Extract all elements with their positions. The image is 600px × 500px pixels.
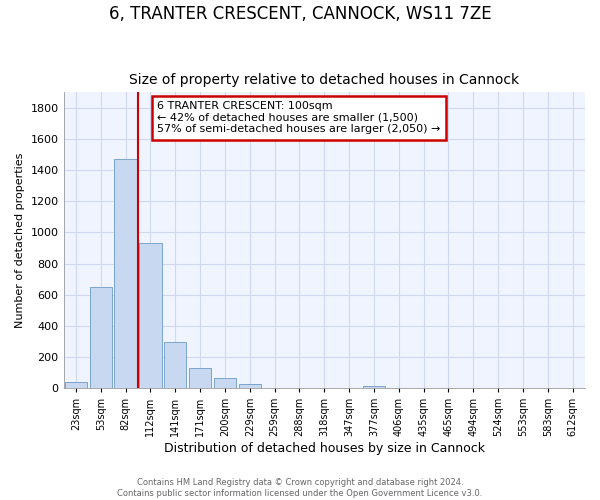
Bar: [164, 342, 187, 388]
Bar: [363, 386, 385, 388]
Bar: [239, 384, 261, 388]
X-axis label: Distribution of detached houses by size in Cannock: Distribution of detached houses by size …: [164, 442, 485, 455]
Title: Size of property relative to detached houses in Cannock: Size of property relative to detached ho…: [129, 73, 520, 87]
Text: Contains HM Land Registry data © Crown copyright and database right 2024.
Contai: Contains HM Land Registry data © Crown c…: [118, 478, 482, 498]
Y-axis label: Number of detached properties: Number of detached properties: [15, 152, 25, 328]
Bar: [115, 160, 137, 388]
Bar: [214, 378, 236, 388]
Text: 6, TRANTER CRESCENT, CANNOCK, WS11 7ZE: 6, TRANTER CRESCENT, CANNOCK, WS11 7ZE: [109, 5, 491, 23]
Bar: [139, 244, 161, 388]
Text: 6 TRANTER CRESCENT: 100sqm
← 42% of detached houses are smaller (1,500)
57% of s: 6 TRANTER CRESCENT: 100sqm ← 42% of deta…: [157, 101, 441, 134]
Bar: [89, 287, 112, 388]
Bar: [189, 368, 211, 388]
Bar: [65, 382, 87, 388]
